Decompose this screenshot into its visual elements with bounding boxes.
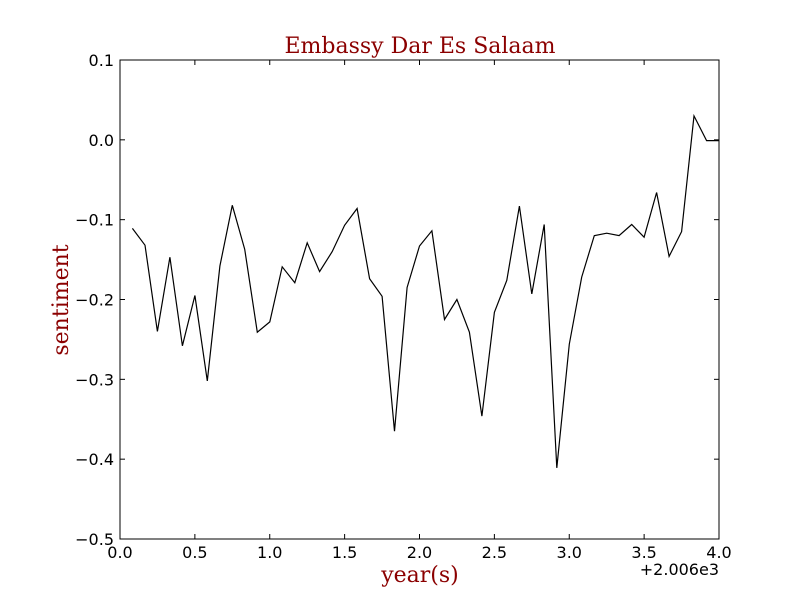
- y-tick-label: −0.1: [75, 211, 114, 230]
- y-tick-label: −0.5: [75, 530, 114, 549]
- chart-title: Embassy Dar Es Salaam: [284, 34, 555, 59]
- series-line: [131, 113, 719, 468]
- y-tick-label: 0.1: [89, 51, 114, 70]
- x-tick-label: 3.5: [631, 543, 656, 562]
- x-tick-label: 4.0: [706, 543, 731, 562]
- x-tick-label: 0.5: [182, 543, 207, 562]
- x-axis-label: year(s): [380, 563, 459, 588]
- y-tick-label: −0.4: [75, 450, 114, 469]
- y-tick-label: −0.3: [75, 370, 114, 389]
- x-tick-label: 2.0: [407, 543, 432, 562]
- y-axis-label: sentiment: [49, 244, 74, 355]
- plot-area: [131, 113, 719, 468]
- x-tick-label: 1.5: [332, 543, 357, 562]
- y-tick-label: 0.0: [89, 131, 114, 150]
- y-tick-label: −0.2: [75, 291, 114, 310]
- x-tick-label: 0.0: [107, 543, 132, 562]
- x-tick-label: 1.0: [257, 543, 282, 562]
- x-tick-label: 3.0: [557, 543, 582, 562]
- plot-frame: [119, 59, 720, 540]
- x-tick-label: 2.5: [482, 543, 507, 562]
- axis-ticks: 0.0 0.5 1.0 1.5 2.0 2.5 3.0 3.5 4.0 0.1 0.0 −0.1 −0.…: [75, 51, 732, 562]
- x-axis-offset-label: +2.006e3: [640, 560, 719, 579]
